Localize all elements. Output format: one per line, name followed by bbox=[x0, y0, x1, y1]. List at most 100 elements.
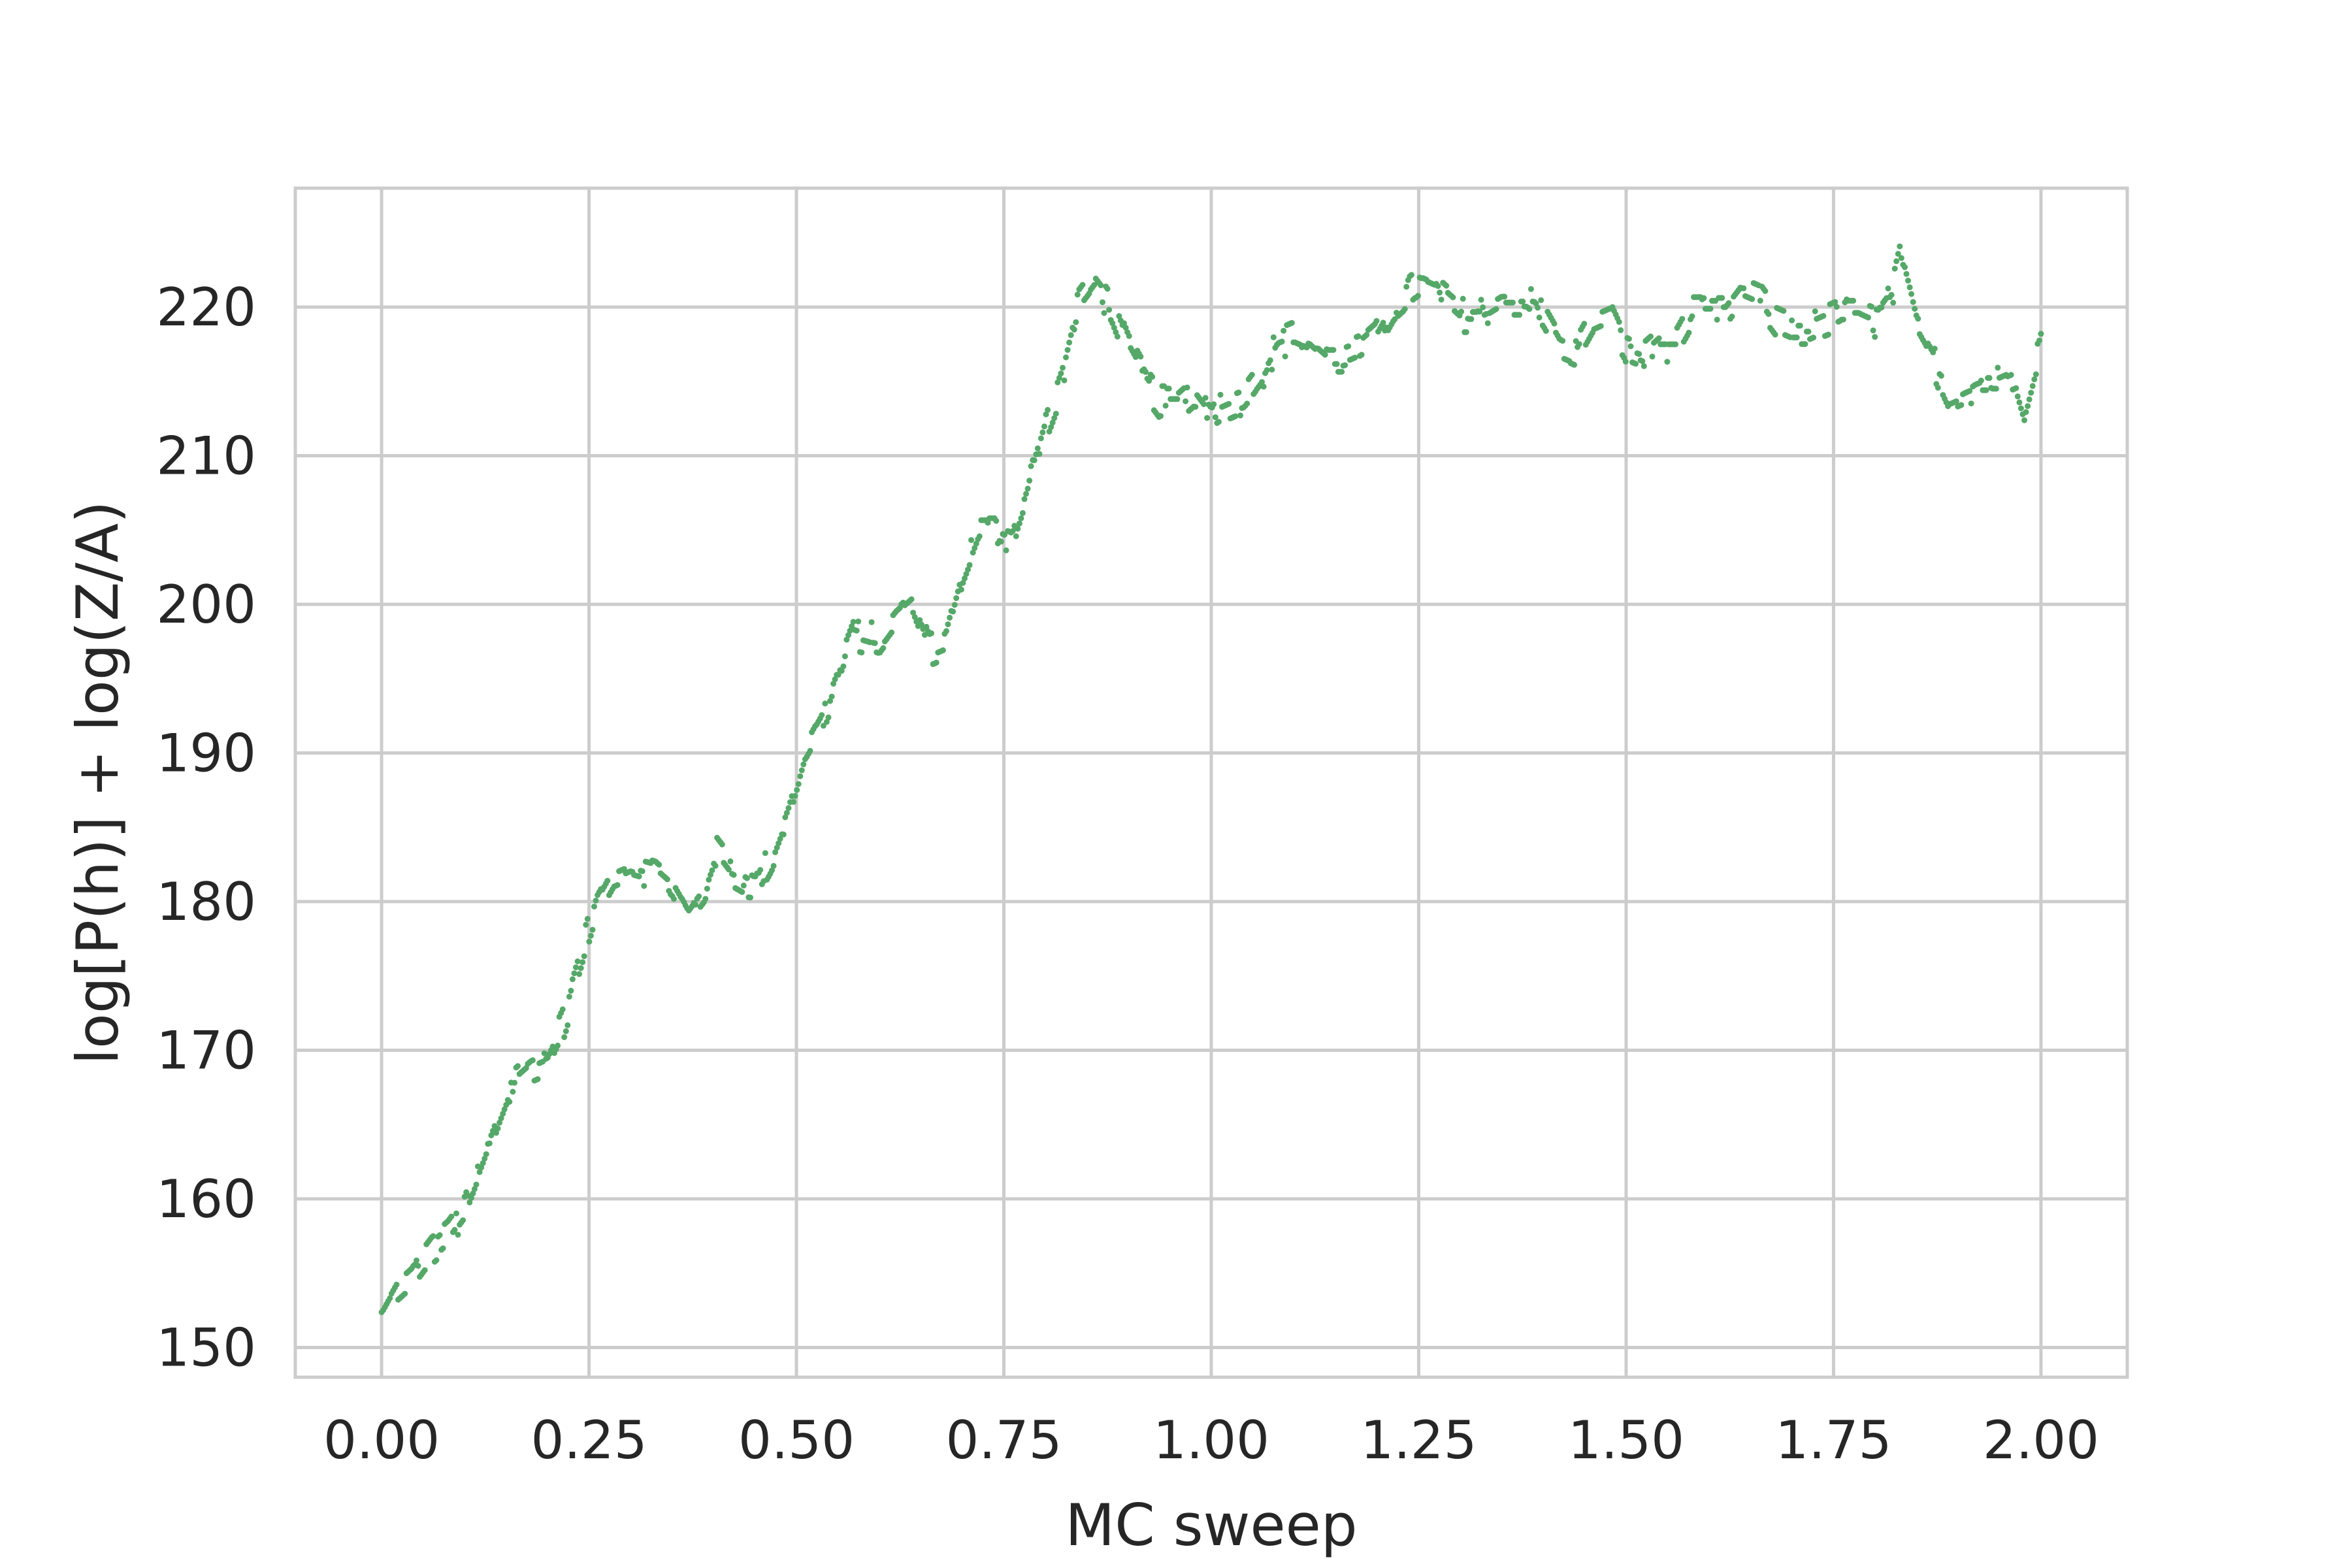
data-point bbox=[1478, 297, 1484, 303]
data-point bbox=[1820, 313, 1827, 319]
data-point bbox=[1648, 333, 1654, 340]
data-point bbox=[584, 915, 591, 922]
data-point bbox=[702, 896, 709, 902]
data-point bbox=[850, 619, 857, 625]
data-point bbox=[953, 595, 960, 601]
data-point bbox=[393, 1281, 400, 1288]
x-tick-label: 0.00 bbox=[323, 1410, 440, 1471]
data-point bbox=[1707, 306, 1714, 312]
data-point bbox=[1616, 319, 1622, 325]
data-point bbox=[1114, 333, 1120, 340]
data-point bbox=[1636, 351, 1642, 357]
data-point bbox=[1885, 286, 1891, 291]
data-point bbox=[455, 1232, 461, 1238]
data-point bbox=[1282, 353, 1288, 360]
data-point bbox=[1551, 320, 1558, 327]
data-point bbox=[845, 632, 851, 638]
data-point bbox=[1339, 368, 1345, 375]
data-point bbox=[495, 1125, 501, 1132]
y-tick-label: 220 bbox=[156, 277, 256, 338]
data-point bbox=[933, 659, 939, 666]
data-point bbox=[1104, 286, 1111, 292]
x-tick-label: 1.50 bbox=[1568, 1410, 1684, 1471]
data-point bbox=[482, 1156, 488, 1162]
data-point bbox=[1983, 387, 1989, 393]
data-point bbox=[1109, 320, 1116, 327]
data-point bbox=[1101, 310, 1107, 316]
data-point bbox=[576, 971, 583, 977]
data-point bbox=[709, 867, 715, 874]
data-point bbox=[1333, 361, 1340, 367]
data-point bbox=[1091, 282, 1098, 288]
data-point bbox=[1401, 306, 1408, 312]
data-point bbox=[1183, 398, 1189, 404]
data-point bbox=[1597, 323, 1604, 329]
data-point bbox=[1054, 379, 1061, 385]
data-point bbox=[998, 538, 1004, 545]
data-point bbox=[1910, 299, 1916, 305]
data-point bbox=[641, 883, 647, 889]
data-point bbox=[704, 885, 710, 892]
data-point bbox=[965, 566, 971, 573]
data-point bbox=[2008, 372, 2014, 378]
data-point bbox=[1931, 346, 1938, 352]
data-point bbox=[917, 617, 923, 623]
data-point bbox=[696, 893, 702, 900]
data-point bbox=[1535, 304, 1541, 311]
data-point bbox=[827, 698, 833, 704]
data-point bbox=[480, 1160, 486, 1166]
data-point bbox=[1905, 278, 1911, 284]
x-tick-label: 1.25 bbox=[1360, 1410, 1477, 1471]
data-point bbox=[739, 889, 745, 895]
data-point bbox=[1358, 351, 1365, 358]
data-point bbox=[985, 519, 991, 526]
data-point bbox=[578, 965, 584, 972]
data-point bbox=[1019, 510, 1026, 516]
data-point bbox=[1953, 398, 1959, 404]
data-point bbox=[478, 1164, 485, 1171]
data-point bbox=[807, 747, 813, 754]
data-point bbox=[534, 1076, 541, 1083]
data-point bbox=[1890, 299, 1897, 306]
data-point bbox=[847, 627, 853, 634]
data-point bbox=[943, 628, 949, 634]
y-tick-label: 190 bbox=[156, 723, 256, 784]
data-point bbox=[841, 653, 848, 660]
x-tick-labels: 0.00 0.25 0.50 0.75 1.00 1.25 1.50 1.75 2.00 bbox=[323, 1410, 2099, 1471]
data-point bbox=[1259, 379, 1265, 385]
data-point bbox=[488, 1132, 495, 1139]
data-point bbox=[563, 1028, 569, 1034]
data-point bbox=[1641, 363, 1647, 369]
data-point bbox=[1958, 402, 1965, 408]
data-point bbox=[1649, 353, 1656, 360]
data-point bbox=[1978, 378, 1984, 384]
data-point bbox=[515, 1063, 521, 1070]
data-point bbox=[1121, 320, 1127, 327]
data-point bbox=[782, 814, 789, 821]
data-point bbox=[1244, 400, 1250, 407]
data-point bbox=[693, 902, 699, 908]
data-point bbox=[1797, 322, 1803, 329]
data-point bbox=[1116, 313, 1122, 319]
data-point bbox=[1249, 372, 1255, 378]
data-point bbox=[968, 537, 975, 544]
data-point bbox=[580, 959, 586, 966]
data-point bbox=[1322, 351, 1328, 358]
data-point bbox=[835, 672, 841, 678]
data-point bbox=[460, 1217, 466, 1224]
data-point bbox=[506, 1099, 513, 1105]
data-point bbox=[830, 681, 837, 687]
data-point bbox=[1833, 304, 1840, 310]
data-point bbox=[820, 723, 826, 729]
data-point bbox=[1458, 308, 1465, 315]
data-point bbox=[1364, 332, 1370, 338]
data-point bbox=[1355, 333, 1362, 340]
data-point bbox=[1870, 327, 1876, 334]
data-point bbox=[963, 571, 970, 577]
data-point bbox=[822, 700, 828, 707]
data-point bbox=[780, 831, 787, 838]
data-point bbox=[1064, 347, 1071, 353]
data-point bbox=[1729, 314, 1735, 319]
data-point bbox=[1048, 424, 1054, 431]
